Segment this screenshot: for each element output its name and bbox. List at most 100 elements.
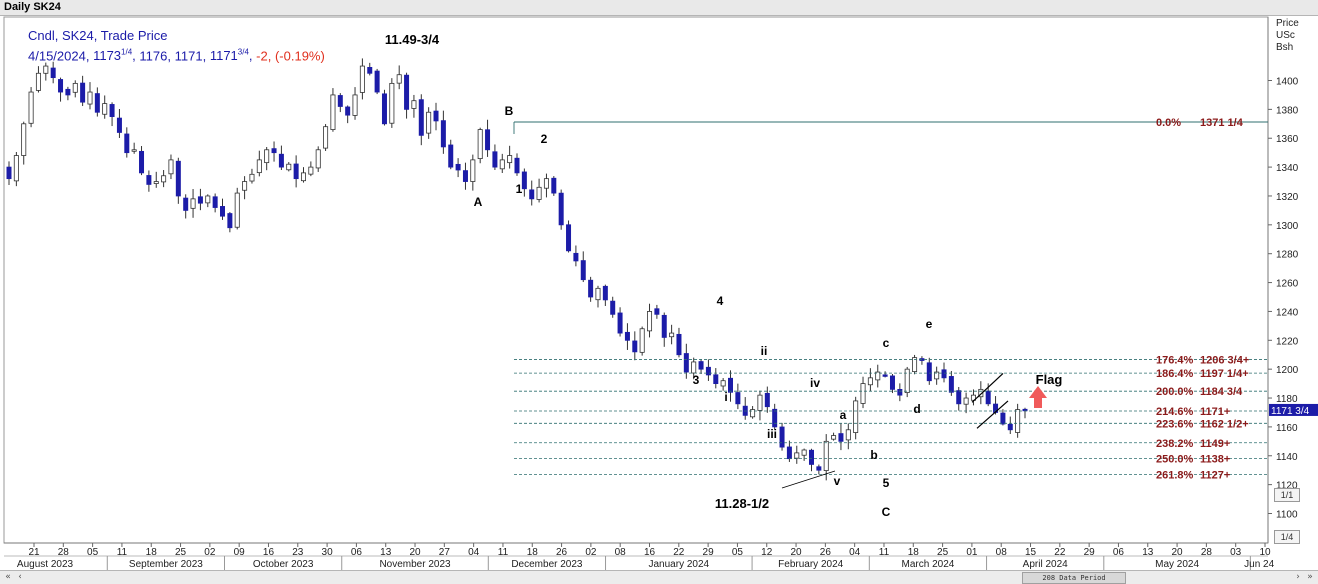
candle[interactable]: [772, 408, 778, 428]
candle[interactable]: [956, 390, 962, 405]
pane-pager-top[interactable]: 1/1: [1274, 488, 1300, 502]
candle[interactable]: [13, 155, 19, 182]
candle[interactable]: [1007, 423, 1013, 431]
scroll-last-button[interactable]: »: [1307, 572, 1313, 582]
candle[interactable]: [264, 149, 270, 164]
candle[interactable]: [21, 123, 27, 156]
candle[interactable]: [426, 111, 432, 134]
candle[interactable]: [860, 383, 866, 404]
candle[interactable]: [205, 195, 211, 204]
candle[interactable]: [1022, 408, 1028, 412]
candle[interactable]: [816, 466, 822, 471]
candle[interactable]: [624, 331, 630, 341]
candle[interactable]: [853, 400, 859, 433]
candle[interactable]: [610, 300, 616, 315]
candle[interactable]: [6, 166, 12, 180]
candle[interactable]: [757, 394, 763, 411]
candle[interactable]: [676, 333, 682, 356]
candle[interactable]: [58, 79, 64, 93]
candle[interactable]: [116, 117, 122, 133]
candle[interactable]: [963, 397, 969, 405]
candle[interactable]: [580, 260, 586, 281]
candle[interactable]: [234, 192, 240, 228]
candle[interactable]: [330, 94, 336, 130]
candle[interactable]: [109, 104, 115, 117]
candle[interactable]: [212, 196, 218, 208]
candle[interactable]: [691, 361, 697, 374]
candle[interactable]: [367, 67, 373, 74]
candle[interactable]: [492, 151, 498, 168]
candle[interactable]: [801, 449, 807, 456]
candle[interactable]: [529, 189, 535, 200]
candle[interactable]: [750, 409, 756, 418]
candle[interactable]: [153, 181, 159, 184]
candle[interactable]: [808, 449, 814, 465]
candle[interactable]: [35, 72, 41, 91]
candle[interactable]: [551, 177, 557, 194]
candle[interactable]: [278, 153, 284, 168]
candle[interactable]: [507, 155, 513, 164]
candle[interactable]: [499, 159, 505, 170]
scroll-first-button[interactable]: «: [5, 572, 11, 582]
candle[interactable]: [418, 99, 424, 136]
candle[interactable]: [72, 82, 78, 93]
candle[interactable]: [698, 361, 704, 370]
candle[interactable]: [661, 314, 667, 338]
candle[interactable]: [934, 371, 940, 380]
candle[interactable]: [50, 67, 56, 79]
candle[interactable]: [889, 375, 895, 390]
candle[interactable]: [485, 129, 491, 151]
candle[interactable]: [705, 366, 711, 376]
candle[interactable]: [94, 93, 100, 113]
scroll-prev-button[interactable]: ‹: [18, 572, 22, 582]
candle[interactable]: [823, 440, 829, 471]
candle[interactable]: [1000, 412, 1006, 425]
candle[interactable]: [411, 100, 417, 109]
candle[interactable]: [948, 376, 954, 393]
candle[interactable]: [161, 175, 167, 183]
candle[interactable]: [978, 388, 984, 398]
candle[interactable]: [197, 196, 203, 204]
candle[interactable]: [43, 65, 49, 74]
candle[interactable]: [926, 362, 932, 382]
candle[interactable]: [875, 371, 881, 381]
candle[interactable]: [433, 110, 439, 122]
candle[interactable]: [448, 144, 454, 168]
candle[interactable]: [28, 91, 34, 124]
candle[interactable]: [381, 93, 387, 125]
candle[interactable]: [647, 311, 653, 332]
candle[interactable]: [65, 88, 71, 96]
candle[interactable]: [794, 452, 800, 459]
candle[interactable]: [315, 149, 321, 169]
candle[interactable]: [654, 308, 660, 315]
candle[interactable]: [374, 70, 380, 93]
candle[interactable]: [359, 65, 365, 93]
candle[interactable]: [300, 172, 306, 182]
candle[interactable]: [308, 166, 314, 175]
candle[interactable]: [845, 429, 851, 441]
candle[interactable]: [617, 312, 623, 334]
candle[interactable]: [912, 357, 918, 372]
candle[interactable]: [588, 279, 594, 298]
candle[interactable]: [573, 252, 579, 262]
candle[interactable]: [102, 103, 108, 115]
candle[interactable]: [477, 129, 483, 160]
candle[interactable]: [728, 377, 734, 393]
candle[interactable]: [124, 133, 130, 154]
candle[interactable]: [831, 435, 837, 440]
candle[interactable]: [131, 149, 137, 152]
candle[interactable]: [720, 380, 726, 387]
candle[interactable]: [175, 160, 181, 197]
candle[interactable]: [558, 192, 564, 226]
candle[interactable]: [87, 91, 93, 105]
candle[interactable]: [404, 74, 410, 110]
candle[interactable]: [838, 433, 844, 442]
candle[interactable]: [462, 170, 468, 182]
candle[interactable]: [146, 175, 152, 185]
candle[interactable]: [683, 353, 689, 373]
candle[interactable]: [256, 159, 262, 174]
candle[interactable]: [764, 392, 770, 408]
horizontal-scrollbar[interactable]: « ‹ 208 Data Period › »: [0, 570, 1318, 584]
candle[interactable]: [602, 285, 608, 301]
